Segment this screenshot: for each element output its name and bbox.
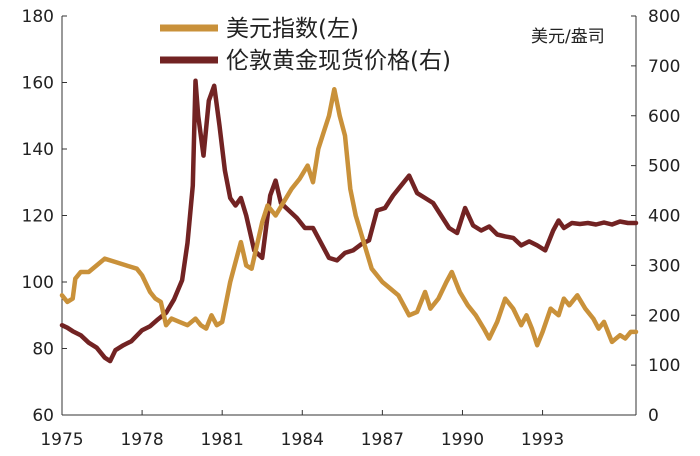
right-tick-label: 200: [648, 306, 680, 326]
right-tick-label: 700: [648, 57, 680, 77]
left-tick-label: 180: [22, 7, 54, 27]
legend-label-dollar-index: 美元指数(左): [226, 16, 359, 42]
series-lines: [59, 78, 639, 364]
left-tick-label: 100: [22, 273, 54, 293]
x-tick-label: 1978: [120, 430, 163, 450]
left-tick-label: 80: [32, 340, 54, 360]
right-axis-unit: 美元/盎司: [531, 27, 605, 47]
x-tick-label: 1993: [521, 430, 564, 450]
x-tick-label: 1981: [201, 430, 244, 450]
tick-labels: 60 80 100 120 140 160 180 0 100 200 300 400 500 600 70…: [22, 7, 681, 450]
left-tick-label: 120: [22, 207, 54, 227]
x-tick-label: 1990: [441, 430, 484, 450]
right-tick-label: 300: [648, 256, 680, 276]
legend: 美元指数(左) 伦敦黄金现货价格(右): [160, 16, 451, 74]
series-line-dollar-index: [59, 86, 639, 348]
left-tick-label: 60: [32, 406, 54, 426]
x-tick-label: 1984: [281, 430, 324, 450]
right-tick-label: 500: [648, 157, 680, 177]
right-tick-label: 600: [648, 107, 680, 127]
left-tick-label: 160: [22, 74, 54, 94]
axes: [61, 15, 637, 416]
right-tick-label: 400: [648, 207, 680, 227]
right-tick-label: 800: [648, 7, 680, 27]
series-line-gold-price: [59, 78, 639, 364]
x-tick-label: 1975: [40, 430, 83, 450]
right-tick-label: 100: [648, 356, 680, 376]
legend-label-gold-price: 伦敦黄金现货价格(右): [226, 48, 451, 74]
x-tick-label: 1987: [361, 430, 404, 450]
right-tick-label: 0: [648, 406, 659, 426]
left-tick-label: 140: [22, 140, 54, 160]
